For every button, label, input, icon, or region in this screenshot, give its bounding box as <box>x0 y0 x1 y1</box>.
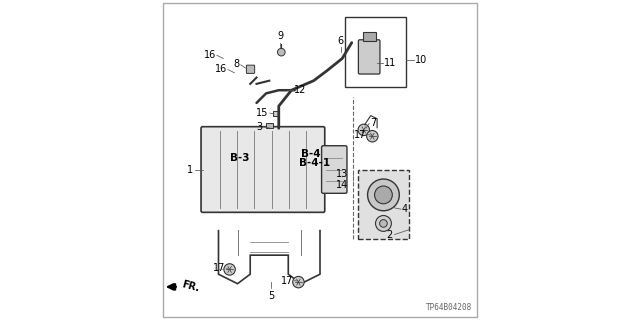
Text: 3: 3 <box>256 122 262 132</box>
Bar <box>266 123 273 128</box>
Circle shape <box>358 124 369 136</box>
Text: 10: 10 <box>415 55 427 65</box>
Text: 17: 17 <box>281 276 293 285</box>
Text: 7: 7 <box>370 117 376 128</box>
Text: B-4-1: B-4-1 <box>300 158 330 168</box>
Circle shape <box>380 220 387 227</box>
Bar <box>346 17 406 87</box>
Text: B-4: B-4 <box>301 149 321 159</box>
Circle shape <box>224 264 236 275</box>
Text: 11: 11 <box>385 58 397 68</box>
Bar <box>273 110 278 116</box>
Text: 17: 17 <box>212 263 225 274</box>
Text: B-3: B-3 <box>230 153 249 164</box>
Text: 16: 16 <box>204 50 216 60</box>
Text: 6: 6 <box>337 36 344 46</box>
Polygon shape <box>363 32 376 41</box>
FancyBboxPatch shape <box>246 65 255 73</box>
Circle shape <box>292 276 304 288</box>
Circle shape <box>367 131 378 142</box>
Text: 14: 14 <box>336 180 349 190</box>
FancyBboxPatch shape <box>201 127 324 212</box>
Text: 17: 17 <box>354 130 366 140</box>
FancyArrowPatch shape <box>170 284 176 290</box>
Text: FR.: FR. <box>181 280 201 294</box>
Text: —: — <box>216 267 223 272</box>
Text: 4: 4 <box>402 204 408 214</box>
Circle shape <box>374 186 392 204</box>
Circle shape <box>278 48 285 56</box>
Circle shape <box>376 215 392 231</box>
Bar <box>358 170 409 239</box>
Text: 9: 9 <box>277 31 284 41</box>
Text: TP64B04208: TP64B04208 <box>426 303 472 312</box>
Circle shape <box>367 179 399 211</box>
FancyBboxPatch shape <box>321 146 347 193</box>
Text: 2: 2 <box>387 229 393 240</box>
Text: 1: 1 <box>187 164 193 174</box>
Text: 5: 5 <box>268 291 274 301</box>
Text: 13: 13 <box>336 169 349 179</box>
Text: 12: 12 <box>294 85 307 95</box>
Text: 15: 15 <box>256 108 269 118</box>
FancyBboxPatch shape <box>358 40 380 74</box>
Text: 16: 16 <box>215 64 227 74</box>
Text: 8: 8 <box>234 59 240 69</box>
